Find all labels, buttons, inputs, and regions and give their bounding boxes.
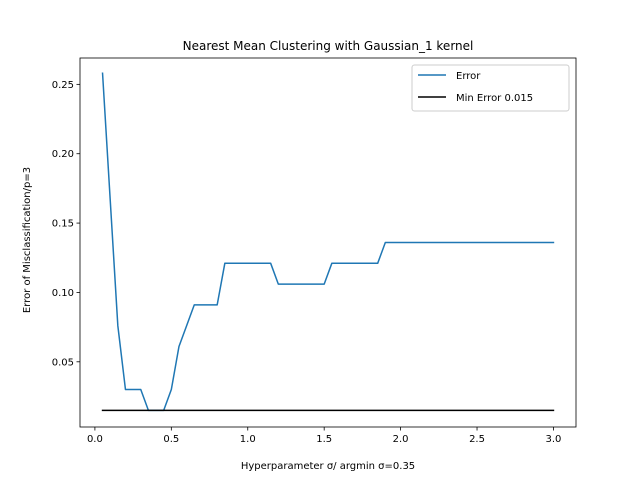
x-tick-label: 3.0 [546, 434, 562, 445]
x-tick-label: 1.5 [316, 434, 332, 445]
y-tick-label: 0.20 [52, 149, 74, 160]
legend: Error Min Error 0.015 [411, 64, 570, 112]
x-tick-label: 0.5 [163, 434, 179, 445]
x-axis-label: Hyperparameter σ/ argmin σ=0.35 [241, 461, 415, 472]
x-tick-label: 0.0 [87, 434, 103, 445]
legend-label-2: Min Error 0.015 [456, 93, 533, 104]
series-line-1 [101, 72, 555, 412]
y-tick-label: 0.05 [52, 357, 74, 368]
x-tick-label: 1.0 [240, 434, 256, 445]
y-tick-label: 0.15 [52, 219, 74, 230]
chart-title: Nearest Mean Clustering with Gaussian_1 … [183, 39, 474, 53]
legend-label-1: Error [456, 71, 481, 82]
x-tick-label: 2.0 [393, 434, 409, 445]
y-tick-label: 0.25 [52, 80, 74, 91]
y-axis-label: Error of Misclassification/p=3 [22, 167, 33, 313]
legend-box [411, 64, 570, 112]
x-tick-label: 2.5 [469, 434, 485, 445]
plot-area: 0.0 0.5 1.0 1.5 2.0 2.5 3.0 0.05 0.10 0.15 0.20 0.2… [52, 57, 577, 445]
axes-frame [79, 57, 577, 428]
y-tick-label: 0.10 [52, 288, 74, 299]
